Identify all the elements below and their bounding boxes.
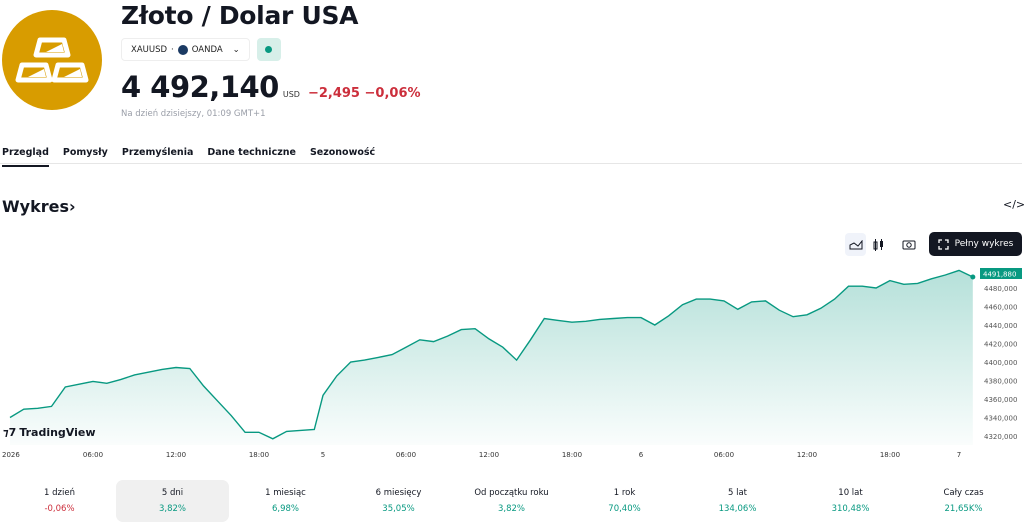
last-value-label: 4491,880 xyxy=(983,271,1016,279)
period-5[interactable]: 1 rok 70,40% xyxy=(568,480,681,522)
period-label: 5 dni xyxy=(161,488,184,498)
period-value: 35,05% xyxy=(382,504,415,514)
chart-section-link[interactable]: Wykres› xyxy=(2,197,76,216)
symbol-row: XAUUSD · OANDA ⌄ xyxy=(121,38,281,61)
price: 4 492,140 xyxy=(121,70,279,104)
period-label: 6 miesięcy xyxy=(375,488,422,498)
x-tick-label: 18:00 xyxy=(249,451,269,459)
camera-icon xyxy=(902,240,916,250)
x-tick-label: 12:00 xyxy=(166,451,186,459)
price-change: −2,495 −0,06% xyxy=(308,86,421,101)
y-tick-label: 4380,000 xyxy=(984,378,1017,386)
price-chart[interactable]: 4480,000 4460,000 4440,000 4420,000 4400,000… xyxy=(0,262,1024,467)
chart-section-title: Wykres xyxy=(2,197,69,216)
period-value: 3,82% xyxy=(158,504,186,514)
x-tick-label: 18:00 xyxy=(562,451,582,459)
candles-chart-button[interactable] xyxy=(868,233,888,256)
separator-dot: · xyxy=(171,44,174,55)
period-value: 21,65K% xyxy=(944,504,983,514)
tab-ideas[interactable]: Pomysły xyxy=(62,147,108,158)
full-chart-label: Pełny wykres xyxy=(954,239,1014,249)
y-tick-label: 4440,000 xyxy=(984,322,1017,330)
divider xyxy=(0,163,1022,164)
period-0[interactable]: 1 dzień -0,06% xyxy=(3,480,116,522)
performance-periods: 1 dzień -0,06% 5 dni 3,82% 1 miesiąc 6,98% 6 m… xyxy=(0,480,1024,522)
full-chart-button[interactable]: Pełny wykres xyxy=(929,232,1022,256)
last-point-marker xyxy=(970,274,976,280)
status-dot-icon xyxy=(264,46,272,53)
symbol-selector[interactable]: XAUUSD · OANDA ⌄ xyxy=(121,38,250,61)
period-4[interactable]: Od początku roku 3,82% xyxy=(455,480,568,522)
x-tick-label: 18:00 xyxy=(880,451,900,459)
period-7[interactable]: 10 lat 310,48% xyxy=(794,480,907,522)
fullscreen-icon xyxy=(937,238,949,250)
y-tick-label: 4420,000 xyxy=(984,341,1017,349)
currency: USD xyxy=(282,90,300,99)
tab-seasonals[interactable]: Sezonowość xyxy=(309,147,376,158)
x-tick-label: 7 xyxy=(957,451,961,459)
period-value: 70,40% xyxy=(608,504,641,514)
period-label: Od początku roku xyxy=(474,488,549,498)
x-tick-label: 06:00 xyxy=(714,451,734,459)
period-3[interactable]: 6 miesięcy 35,05% xyxy=(342,480,455,522)
chevron-down-icon: ⌄ xyxy=(232,44,240,55)
tab-minds[interactable]: Przemyślenia xyxy=(121,147,194,158)
period-label: 1 miesiąc xyxy=(265,488,306,498)
period-value: 310,48% xyxy=(831,504,870,514)
tradingview-mark-icon: ⁊7 xyxy=(3,426,17,439)
screenshot-button[interactable] xyxy=(898,233,920,256)
gold-logo xyxy=(2,10,102,110)
series-area xyxy=(10,270,973,445)
x-tick-label: 5 xyxy=(321,451,325,459)
x-tick-label: 06:00 xyxy=(396,451,416,459)
tab-technicals[interactable]: Dane techniczne xyxy=(207,147,296,158)
code-icon[interactable]: </> xyxy=(1003,198,1024,211)
y-tick-label: 4340,000 xyxy=(984,415,1017,423)
x-tick-label: 12:00 xyxy=(797,451,817,459)
y-tick-label: 4480,000 xyxy=(984,285,1017,293)
change-value: −2,495 xyxy=(307,86,360,101)
chevron-right-icon: › xyxy=(68,197,76,216)
tab-bar: Przegląd Pomysły Przemyślenia Dane techn… xyxy=(2,147,375,167)
y-tick-label: 4460,000 xyxy=(984,304,1017,312)
period-1[interactable]: 5 dni 3,82% xyxy=(116,480,229,522)
tradingview-label: TradingView xyxy=(19,426,96,439)
period-8[interactable]: Cały czas 21,65K% xyxy=(907,480,1020,522)
period-label: 5 lat xyxy=(727,488,747,498)
candles-icon xyxy=(873,238,883,251)
period-2[interactable]: 1 miesiąc 6,98% xyxy=(229,480,342,522)
period-value: 3,82% xyxy=(497,504,525,514)
area-chart-button[interactable] xyxy=(845,233,866,256)
period-value: 134,06% xyxy=(718,504,757,514)
x-tick-label: 6 xyxy=(639,451,644,459)
tradingview-logo[interactable]: ⁊7 TradingView xyxy=(3,426,96,439)
period-label: 1 rok xyxy=(613,488,636,498)
symbol-label: XAUUSD xyxy=(131,44,168,55)
period-value: 6,98% xyxy=(271,504,299,514)
period-value: -0,06% xyxy=(44,504,75,514)
period-label: Cały czas xyxy=(943,488,984,498)
oanda-icon xyxy=(177,44,188,55)
exchange-label: OANDA xyxy=(191,44,223,55)
period-label: 1 dzień xyxy=(44,488,75,498)
page-title: Złoto / Dolar USA xyxy=(121,1,359,30)
y-tick-label: 4320,000 xyxy=(984,433,1017,441)
area-chart-icon xyxy=(849,239,862,249)
y-tick-label: 4360,000 xyxy=(984,396,1017,404)
y-tick-label: 4400,000 xyxy=(984,359,1017,367)
last-value-badge xyxy=(980,268,1022,279)
x-tick-label: 12:00 xyxy=(479,451,499,459)
gold-bars-icon xyxy=(15,37,89,83)
period-label: 10 lat xyxy=(838,488,863,498)
as-of-time: Na dzień dzisiejszy, 01:09 GMT+1 xyxy=(121,109,266,119)
market-status-badge[interactable] xyxy=(256,38,281,61)
period-6[interactable]: 5 lat 134,06% xyxy=(681,480,794,522)
x-tick-label: 2026 xyxy=(2,451,20,459)
price-row: 4 492,140 USD −2,495 −0,06% xyxy=(121,70,421,104)
x-tick-label: 06:00 xyxy=(83,451,103,459)
change-percent: −0,06% xyxy=(364,86,421,101)
tab-overview[interactable]: Przegląd xyxy=(2,147,49,167)
